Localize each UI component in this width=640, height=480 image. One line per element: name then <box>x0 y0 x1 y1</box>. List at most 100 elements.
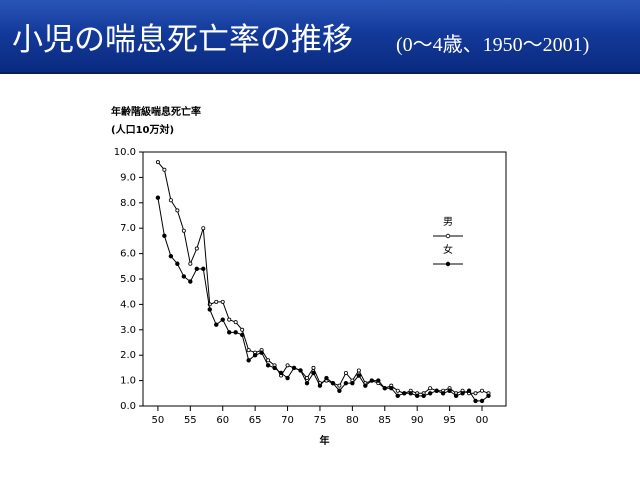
data-point <box>356 373 362 378</box>
y-axis-label: (人口10万対) <box>111 123 174 136</box>
data-point <box>479 398 485 404</box>
data-point <box>272 365 277 371</box>
data-point <box>421 393 426 399</box>
x-tick-label: 55 <box>184 415 197 426</box>
data-point <box>480 388 485 393</box>
x-tick-label: 75 <box>314 415 327 426</box>
x-tick-label: 90 <box>411 415 424 426</box>
data-point <box>408 391 413 396</box>
data-point <box>181 274 187 279</box>
data-point <box>265 363 271 368</box>
data-point <box>252 353 258 358</box>
data-point <box>473 391 478 396</box>
data-point <box>434 388 439 393</box>
chart: 年齢階級喘息死亡率 (人口10万対) 年 0.0 1.0 2.0 3.0 4.0 5.0 6.0 7… <box>111 105 507 447</box>
data-point <box>376 378 381 383</box>
legend-label: 女 <box>443 243 453 256</box>
data-point <box>162 233 167 239</box>
y-tick-label: 2.0 <box>120 350 136 361</box>
data-point <box>285 375 290 381</box>
data-point <box>239 332 245 338</box>
y-tick-label: 10.0 <box>114 147 136 158</box>
data-point <box>337 383 342 388</box>
data-point <box>324 375 329 381</box>
data-point <box>337 388 342 393</box>
data-point <box>259 350 264 355</box>
data-point <box>473 398 478 404</box>
data-point <box>428 386 433 391</box>
data-point <box>214 322 219 327</box>
y-tick-label: 6.0 <box>120 249 136 260</box>
data-point <box>395 388 400 393</box>
x-axis-label: 年 <box>320 434 330 447</box>
data-point <box>395 393 400 399</box>
data-point <box>181 228 186 233</box>
data-point <box>285 363 290 368</box>
y-axis-label: 年齢階級喘息死亡率 <box>111 105 201 118</box>
data-point <box>201 266 206 272</box>
data-point <box>486 393 491 399</box>
data-point <box>278 370 284 376</box>
data-point <box>311 370 316 376</box>
data-point <box>402 391 407 396</box>
data-point <box>330 380 336 386</box>
data-point <box>214 299 219 304</box>
y-tick-label: 4.0 <box>120 299 136 310</box>
data-point <box>240 327 245 332</box>
data-point <box>389 386 394 391</box>
data-point <box>291 365 297 371</box>
data-point <box>427 391 433 396</box>
data-point <box>194 246 199 251</box>
y-tick-label: 7.0 <box>120 223 136 234</box>
data-point <box>227 317 232 322</box>
data-point <box>460 391 465 396</box>
data-point <box>466 388 472 393</box>
legend-marker <box>445 261 451 267</box>
data-point <box>304 376 309 381</box>
data-point <box>447 388 452 393</box>
legend-marker <box>445 233 451 239</box>
x-tick-label: 60 <box>216 415 229 426</box>
data-point <box>194 266 200 272</box>
x-tick-label: 85 <box>378 415 391 426</box>
y-tick-label: 3.0 <box>120 325 136 336</box>
data-point <box>155 195 161 200</box>
data-point <box>440 391 446 396</box>
data-point <box>175 208 180 213</box>
data-point <box>304 380 310 386</box>
x-tick-label: 80 <box>346 415 359 426</box>
data-point <box>311 365 316 370</box>
data-point <box>266 358 271 363</box>
data-point <box>453 393 459 399</box>
y-tick-label: 5.0 <box>120 274 136 285</box>
x-tick-label: 00 <box>476 415 489 426</box>
data-point <box>343 370 348 375</box>
data-point <box>155 160 160 165</box>
data-point <box>175 261 180 266</box>
series-line <box>157 197 489 402</box>
y-tick-label: 1.0 <box>120 376 136 387</box>
data-point <box>414 393 420 399</box>
data-point <box>356 368 361 373</box>
data-point <box>227 330 232 335</box>
x-tick-label: 95 <box>443 415 456 426</box>
data-point <box>220 317 225 322</box>
data-point <box>246 348 251 353</box>
y-tick-label: 8.0 <box>120 198 136 209</box>
data-point <box>220 299 225 304</box>
data-point <box>382 386 387 391</box>
data-point <box>201 226 206 231</box>
header: 小児の喘息死亡率の推移 (0〜4歳、1950〜2001) <box>0 0 640 74</box>
series-line <box>157 161 489 394</box>
data-point <box>298 368 303 373</box>
data-point <box>188 261 193 266</box>
plot-frame <box>142 151 507 407</box>
x-tick-label: 50 <box>152 415 165 426</box>
data-point <box>162 167 167 172</box>
x-tick-label: 65 <box>249 415 262 426</box>
legend-label: 男 <box>443 216 453 228</box>
title: 小児の喘息死亡率の推移 <box>12 22 353 58</box>
data-point <box>350 380 355 386</box>
data-point <box>343 380 349 386</box>
data-point <box>246 358 251 363</box>
